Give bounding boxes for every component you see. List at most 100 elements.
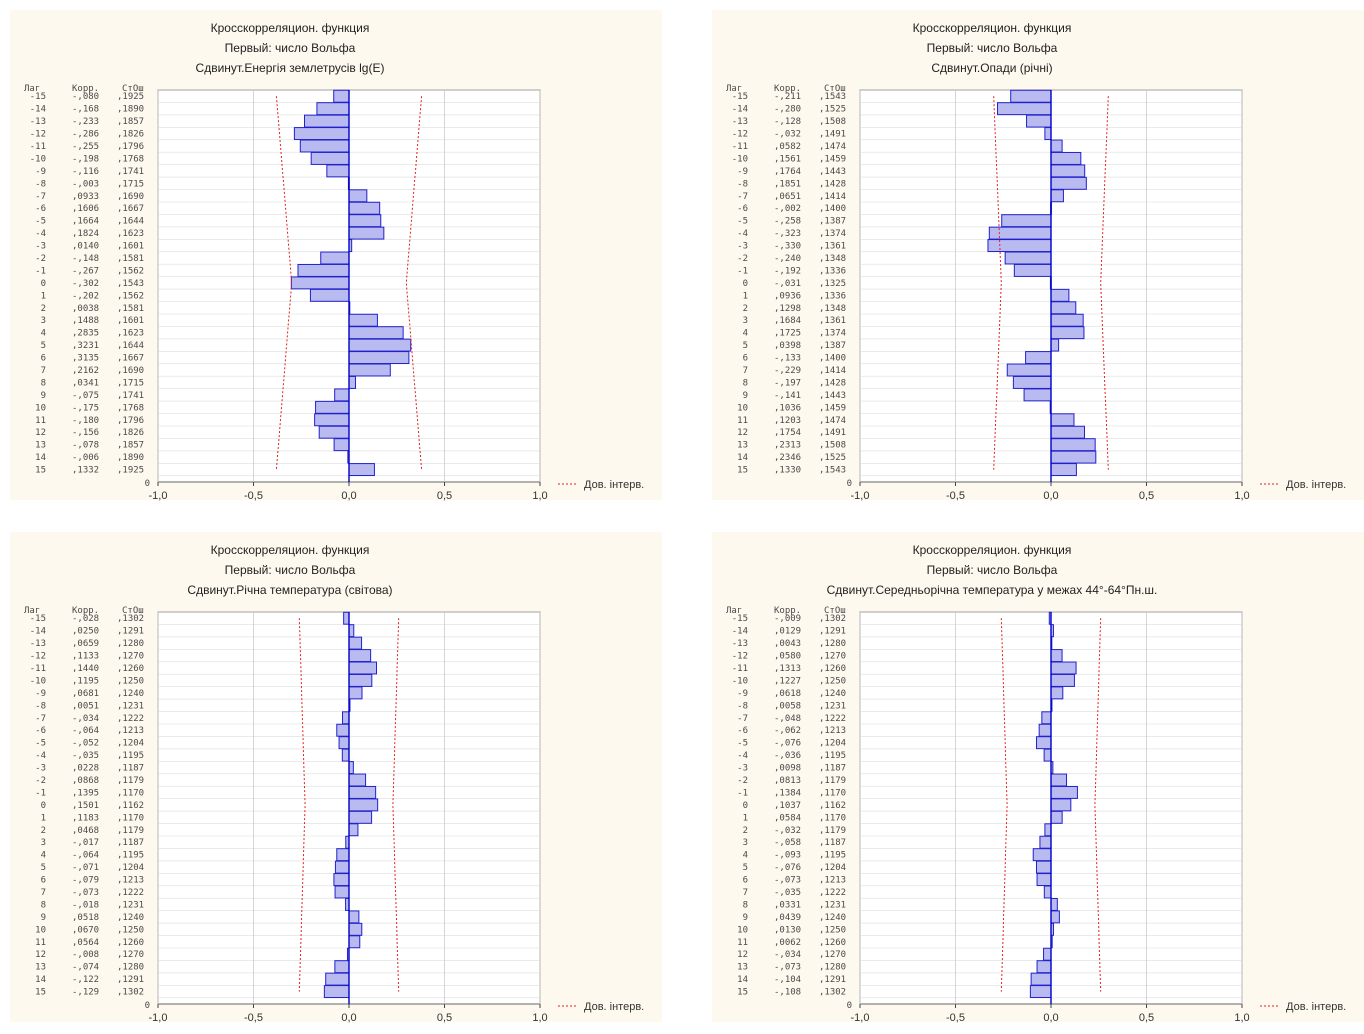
ccf-bar: [299, 139, 350, 153]
lag-label: 0: [743, 279, 748, 289]
corr-label: ,1725: [774, 329, 801, 339]
ccf-bar: [348, 636, 363, 650]
ccf-bar: [334, 388, 350, 402]
se-label: ,1623: [117, 229, 144, 239]
chart-subtitle: Первый: число Вольфа: [225, 41, 356, 55]
ccf-chart-3: Кросскорреляцион. функция Первый: число В…: [10, 532, 662, 1024]
corr-label: -,211: [774, 92, 801, 102]
corr-label: -,032: [774, 826, 801, 836]
corr-label: -,008: [72, 950, 99, 960]
lag-label: 6: [743, 354, 748, 364]
lag-label: -4: [737, 751, 748, 761]
se-label: ,1459: [819, 403, 846, 413]
corr-label: ,1754: [774, 428, 801, 438]
se-label: ,1768: [117, 403, 144, 413]
corr-label: ,0651: [774, 192, 801, 202]
corr-label: ,0062: [774, 938, 801, 948]
table-header-se: СтОш: [122, 606, 144, 616]
corr-label: ,0584: [774, 813, 801, 823]
corr-label: ,0468: [72, 826, 99, 836]
chart-shift-label: Сдвинут.Річна температура (світова): [187, 583, 392, 597]
ccf-bar: [334, 960, 350, 974]
se-label: ,1231: [117, 900, 144, 910]
corr-label: ,0130: [774, 925, 801, 935]
se-label: ,1400: [819, 354, 846, 364]
ccf-bar: [1050, 176, 1087, 190]
lag-label: 0: [743, 801, 748, 811]
lag-label: 8: [41, 900, 46, 910]
ccf-bar: [988, 226, 1052, 240]
ccf-bar: [336, 723, 350, 737]
ccf-bar: [333, 873, 350, 887]
se-label: ,1222: [117, 888, 144, 898]
se-label: ,1543: [819, 466, 846, 476]
table-header-lag: Лаг: [726, 84, 742, 94]
corr-label: ,1195: [72, 676, 99, 686]
corr-label: ,1330: [774, 466, 801, 476]
corr-label: -,073: [774, 876, 801, 886]
lag-label: -13: [732, 639, 748, 649]
corr-label: -,122: [72, 975, 99, 985]
se-label: ,1826: [117, 428, 144, 438]
corr-label: -,180: [72, 416, 99, 426]
se-label: ,1204: [819, 863, 846, 873]
corr-label: ,1313: [774, 664, 801, 674]
se-label: ,1325: [819, 279, 846, 289]
se-label: ,1170: [117, 788, 144, 798]
se-label: ,1623: [117, 329, 144, 339]
chart-subtitle: Первый: число Вольфа: [927, 41, 1058, 55]
ccf-bar: [1004, 251, 1052, 265]
chart-title: Кросскорреляцион. функция: [211, 543, 370, 557]
se-label: ,1260: [819, 938, 846, 948]
ccf-bar: [309, 288, 350, 302]
ccf-bar: [1050, 773, 1068, 787]
lag-label: -14: [30, 105, 46, 115]
lag-label: -9: [35, 167, 46, 177]
ccf-bar: [293, 127, 350, 141]
lag-label: -4: [737, 229, 748, 239]
lag-label: 13: [737, 441, 748, 451]
lag-label: 7: [743, 366, 748, 376]
se-label: ,1443: [819, 391, 846, 401]
lag-label: -6: [737, 204, 748, 214]
lag-label: 5: [743, 863, 748, 873]
corr-label: ,0398: [774, 341, 801, 351]
se-label: ,1280: [819, 963, 846, 973]
corr-label: -,093: [774, 851, 801, 861]
se-label: ,1222: [117, 714, 144, 724]
lag-label: -3: [737, 242, 748, 252]
lag-label: -12: [732, 130, 748, 140]
se-label: ,1187: [117, 838, 144, 848]
lag-label: 1: [41, 291, 46, 301]
chart-subtitle: Первый: число Вольфа: [927, 563, 1058, 577]
ccf-panel-3: Кросскорреляцион. функция Первый: число В…: [10, 532, 674, 1034]
corr-label: -,078: [72, 441, 99, 451]
lag-label: -1: [737, 788, 748, 798]
ccf-bar: [1030, 972, 1052, 986]
legend-label: Дов. інтерв.: [584, 1001, 644, 1013]
corr-label: ,0331: [774, 900, 801, 910]
corr-label: ,0933: [72, 192, 99, 202]
corr-label: -,076: [774, 739, 801, 749]
lag-label: -14: [30, 627, 46, 637]
se-label: ,1474: [819, 416, 846, 426]
x-tick-label: -0,5: [244, 1012, 263, 1024]
legend-label: Дов. інтерв.: [584, 479, 644, 491]
lag-label: 9: [743, 913, 748, 923]
se-label: ,1195: [117, 851, 144, 861]
se-label: ,1187: [117, 764, 144, 774]
se-label: ,1715: [117, 179, 144, 189]
se-label: ,1925: [117, 92, 144, 102]
lag-label: 6: [41, 876, 46, 886]
ccf-bar: [320, 251, 350, 265]
x-tick-label: 1,0: [532, 490, 547, 502]
corr-label: -,076: [774, 863, 801, 873]
ccf-bar: [290, 276, 350, 290]
lag-label: 10: [737, 403, 748, 413]
lag-label: -4: [35, 229, 46, 239]
corr-label: -,240: [774, 254, 801, 264]
lag-label: 3: [743, 316, 748, 326]
ccf-bar: [1035, 860, 1052, 874]
ccf-bar: [336, 848, 350, 862]
corr-label: ,0518: [72, 913, 99, 923]
